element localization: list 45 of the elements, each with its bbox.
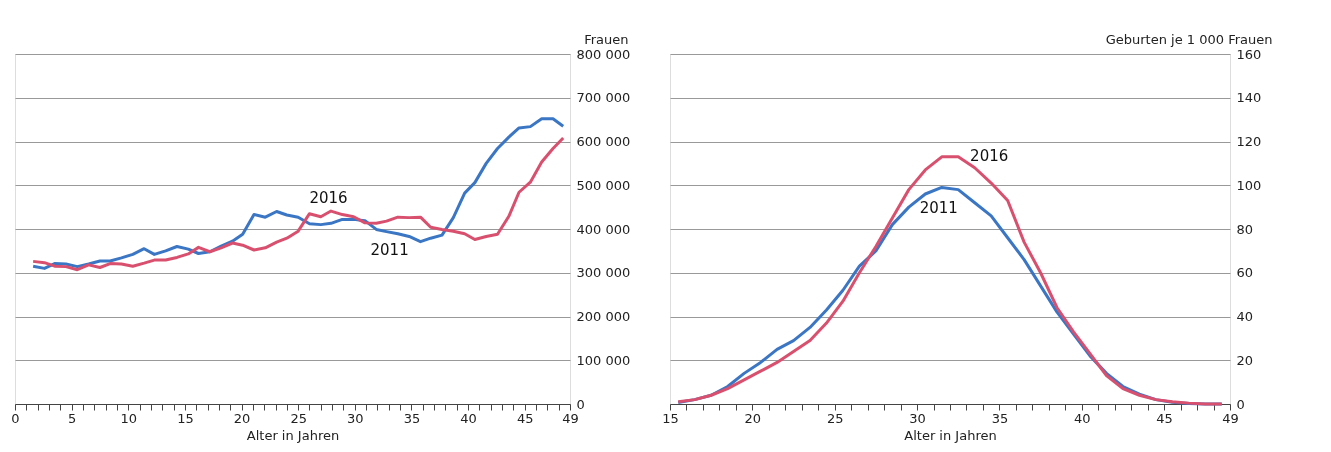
y-tick-label: 20 <box>1236 352 1254 368</box>
x-tick-label: 49 <box>562 410 579 426</box>
annotation: 2016 <box>970 146 1009 165</box>
x-tick-label: 20 <box>744 410 762 426</box>
y-tick-label: 40 <box>1236 309 1254 324</box>
y-tick-label: 160 <box>1236 46 1262 62</box>
y-tick-label: 0 <box>1236 396 1245 412</box>
y-tick-label: 100 <box>1236 177 1262 193</box>
x-tick-label: 30 <box>909 410 926 426</box>
x-tick-label: 25 <box>826 410 844 426</box>
x-tick-label: 15 <box>177 410 194 426</box>
y-tick-label: 80 <box>1236 221 1254 237</box>
y-tick-label: 800 000 <box>576 46 631 62</box>
y-tick-label: 400 000 <box>576 221 631 237</box>
x-tick-label: 0 <box>11 410 20 426</box>
x-tick-label: 5 <box>67 410 77 426</box>
x-tick-label: 20 <box>233 410 251 426</box>
y-tick-label: 200 000 <box>576 309 631 324</box>
y-tick-label: 500 000 <box>576 177 631 193</box>
x-tick-label: 25 <box>290 410 307 426</box>
y-tick-label: 120 <box>1236 134 1262 149</box>
y-tick-label: 0 <box>576 396 585 412</box>
x-tick-label: 35 <box>991 410 1009 426</box>
x-tick-label: 30 <box>347 410 364 426</box>
x-tick-label: 35 <box>403 410 421 426</box>
y-tick-label: 600 000 <box>576 134 631 149</box>
annotation: 2011 <box>370 241 409 259</box>
y-tick-label: 140 <box>1236 90 1262 106</box>
annotation: 2011 <box>919 199 958 217</box>
x-tick-label: 49 <box>1222 410 1239 426</box>
x-tick-label: 40 <box>460 410 477 426</box>
x-tick-label: 15 <box>662 410 679 426</box>
x-tick-label: 10 <box>120 410 138 426</box>
y-tick-label: 60 <box>1236 265 1254 281</box>
x-tick-label: 45 <box>1156 410 1173 426</box>
x-tick-label: 45 <box>516 410 534 426</box>
y-tick-label: 100 000 <box>576 352 631 368</box>
y-axis-title: Geburten je 1 000 Frauen <box>1105 31 1273 47</box>
y-tick-label: 300 000 <box>576 265 631 281</box>
y-axis-title: Frauen <box>584 31 629 47</box>
y-tick-label: 700 000 <box>576 90 631 106</box>
annotation: 2016 <box>309 188 348 207</box>
x-axis-title: Alter in Jahren <box>904 427 997 443</box>
x-tick-label: 40 <box>1073 410 1091 426</box>
x-axis-title: Alter in Jahren <box>246 427 340 443</box>
